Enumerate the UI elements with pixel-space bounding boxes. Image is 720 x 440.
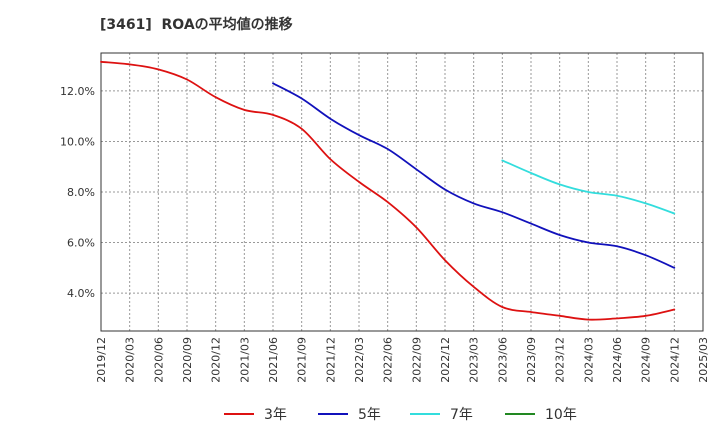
x-tick-label: 2020/06 [152,337,165,383]
y-tick-label: 10.0% [60,135,95,148]
legend-label-2: 5年 [358,407,381,423]
x-tick-label: 2025/03 [697,337,710,383]
x-tick-label: 2023/09 [525,337,538,383]
x-tick-label: 2023/12 [554,337,567,383]
x-tick-label: 2022/09 [410,337,423,383]
x-tick-label: 2021/06 [267,337,280,383]
x-tick-label: 2022/06 [382,337,395,383]
x-tick-label: 2019/12 [95,337,108,383]
x-tick-label: 2024/09 [640,337,653,383]
x-tick-label: 2024/03 [582,337,595,383]
chart-title: [3461] ROAの平均値の推移 [100,17,293,33]
x-tick-label: 2024/06 [611,337,624,383]
legend-label-1: 3年 [264,407,287,423]
x-tick-label: 2020/03 [124,337,137,383]
x-tick-label: 2021/12 [324,337,337,383]
y-tick-label: 4.0% [67,287,95,300]
x-tick-label: 2020/12 [210,337,223,383]
legend-label-4: 10年 [545,407,577,423]
x-tick-label: 2023/03 [468,337,481,383]
y-tick-label: 12.0% [60,85,95,98]
series-line-1 [100,60,676,321]
series-line-2 [272,82,676,269]
x-tick-label: 2022/12 [439,337,452,383]
y-tick-label: 6.0% [67,237,95,250]
x-tick-label: 2022/03 [353,337,366,383]
y-tick-label: 8.0% [67,186,95,199]
x-tick-label: 2021/03 [238,337,251,383]
series-line-3 [501,159,676,215]
legend-label-3: 7年 [450,407,473,423]
plot-frame [100,52,704,332]
x-tick-label: 2021/09 [296,337,309,383]
x-tick-label: 2023/06 [496,337,509,383]
x-tick-label: 2024/12 [668,337,681,383]
x-tick-label: 2020/09 [181,337,194,383]
